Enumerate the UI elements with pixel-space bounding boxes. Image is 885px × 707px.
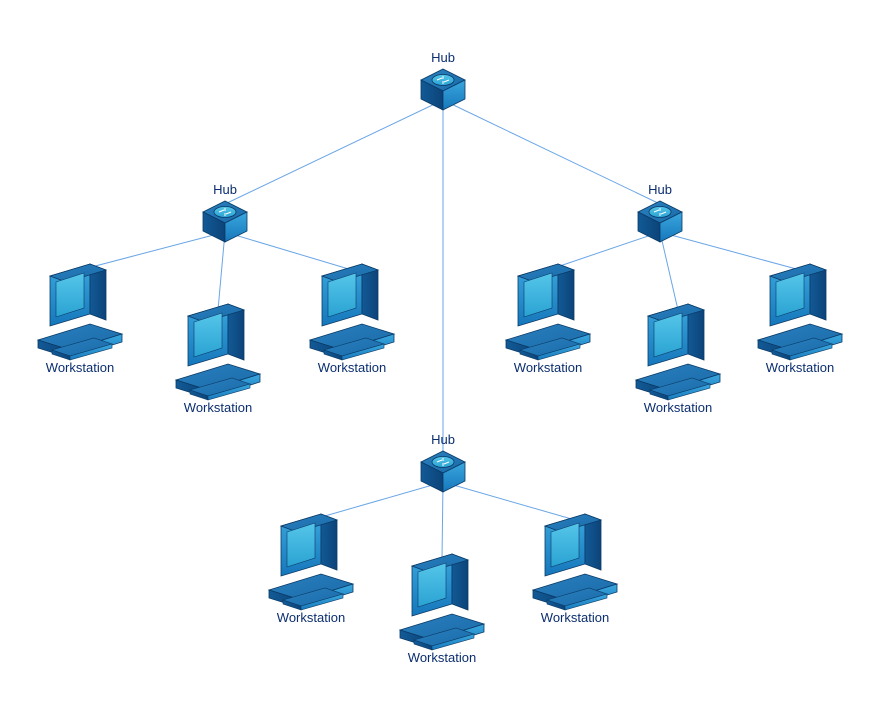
workstation-icon bbox=[269, 514, 353, 610]
hub-node: Hub bbox=[203, 182, 247, 242]
hub-node: Hub bbox=[421, 50, 465, 110]
diagram-edge bbox=[443, 482, 575, 520]
workstation-icon bbox=[310, 264, 394, 360]
workstation-icon bbox=[400, 554, 484, 650]
diagram-edge bbox=[442, 482, 443, 560]
hub-label: Hub bbox=[648, 182, 672, 197]
workstation-label: Workstation bbox=[46, 360, 114, 375]
hub-label: Hub bbox=[431, 432, 455, 447]
workstation-label: Workstation bbox=[318, 360, 386, 375]
diagram-edge bbox=[225, 100, 443, 204]
diagram-edge bbox=[225, 232, 352, 270]
workstation-label: Workstation bbox=[644, 400, 712, 415]
workstation-node: Workstation bbox=[38, 264, 122, 375]
nodes-layer: Hub Hub Hub Hub Workstation Workstation Workst… bbox=[38, 50, 842, 665]
workstation-label: Workstation bbox=[514, 360, 582, 375]
hub-node: Hub bbox=[638, 182, 682, 242]
diagram-edge bbox=[311, 482, 443, 520]
workstation-icon bbox=[38, 264, 122, 360]
diagram-edge bbox=[218, 232, 225, 310]
workstation-node: Workstation bbox=[758, 264, 842, 375]
workstation-label: Workstation bbox=[766, 360, 834, 375]
diagram-edge bbox=[443, 100, 660, 204]
workstation-node: Workstation bbox=[636, 304, 720, 415]
workstation-label: Workstation bbox=[277, 610, 345, 625]
hub-node: Hub bbox=[421, 432, 465, 492]
workstation-icon bbox=[758, 264, 842, 360]
hub-icon bbox=[421, 451, 465, 492]
diagram-edge bbox=[660, 232, 678, 310]
hub-icon bbox=[421, 69, 465, 110]
diagram-edge bbox=[80, 232, 225, 270]
workstation-icon bbox=[506, 264, 590, 360]
workstation-node: Workstation bbox=[176, 304, 260, 415]
hub-label: Hub bbox=[431, 50, 455, 65]
workstation-icon bbox=[176, 304, 260, 400]
diagram-edge bbox=[548, 232, 660, 270]
workstation-node: Workstation bbox=[533, 514, 617, 625]
workstation-label: Workstation bbox=[408, 650, 476, 665]
workstation-label: Workstation bbox=[184, 400, 252, 415]
workstation-node: Workstation bbox=[506, 264, 590, 375]
network-diagram: Hub Hub Hub Hub Workstation Workstation Workst… bbox=[0, 0, 885, 707]
workstation-node: Workstation bbox=[310, 264, 394, 375]
workstation-node: Workstation bbox=[269, 514, 353, 625]
workstation-label: Workstation bbox=[541, 610, 609, 625]
workstation-icon bbox=[636, 304, 720, 400]
diagram-edge bbox=[660, 232, 800, 270]
hub-label: Hub bbox=[213, 182, 237, 197]
workstation-node: Workstation bbox=[400, 554, 484, 665]
workstation-icon bbox=[533, 514, 617, 610]
